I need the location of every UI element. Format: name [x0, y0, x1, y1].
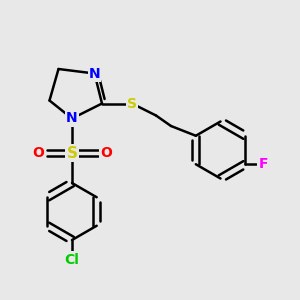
Text: S: S	[127, 97, 137, 110]
Text: S: S	[67, 146, 77, 160]
Text: F: F	[258, 157, 268, 171]
Text: N: N	[66, 112, 78, 125]
Text: Cl: Cl	[64, 253, 80, 266]
Text: O: O	[100, 146, 112, 160]
Text: O: O	[32, 146, 44, 160]
Text: N: N	[89, 67, 100, 80]
